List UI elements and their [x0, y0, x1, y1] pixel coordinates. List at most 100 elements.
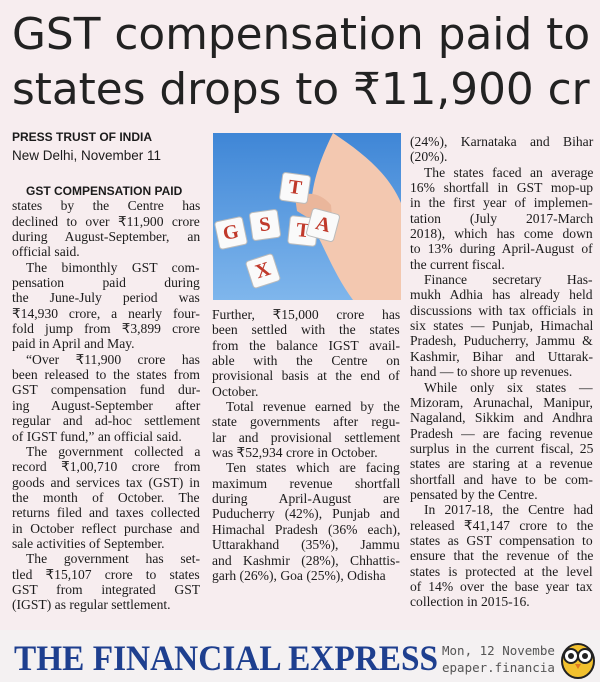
footer — [0, 630, 600, 682]
line-text: Pradesh, Puducherry, Jammu & — [410, 333, 593, 349]
tile-letter: T — [287, 176, 304, 200]
tile: A — [306, 208, 340, 242]
text-line: In 2017-18, the Centre had — [410, 502, 593, 517]
line-text: collection in 2015-16. — [410, 594, 530, 610]
line-text: mukh Adhia has already held — [410, 287, 593, 303]
tile-letter: G — [221, 220, 241, 245]
tile-face — [214, 216, 248, 250]
text-line: able with the Centre on — [212, 353, 400, 368]
line-text: regular and ad-hoc settlement — [12, 413, 201, 429]
text-line: during April-August are — [212, 491, 400, 506]
line-text: garh (26%), Goa (25%), Odisha — [212, 567, 386, 583]
line-text: October. — [212, 383, 259, 399]
text-line: goods and services tax (GST) in — [12, 475, 200, 490]
headline-line: states drops to ₹11,900 cr — [12, 64, 590, 115]
text-line: Puducherry (42%), Punjab and — [212, 506, 400, 521]
tile: G — [214, 216, 248, 250]
text-line: garh (26%), Goa (25%), Odisha — [212, 568, 400, 583]
line-text: GST from integrated GST — [12, 581, 201, 597]
text-line: mukh Adhia has already held — [410, 287, 593, 302]
line-text: been settled with the states — [212, 322, 400, 338]
text-line: Total revenue earned by the — [212, 399, 400, 414]
text-line: GST compensation fund dur- — [12, 382, 200, 397]
text-line: ₹14,930 crore, a nearly four- — [12, 306, 200, 321]
text-line: declined to over ₹11,900 crore — [12, 214, 200, 229]
owl-logo — [561, 643, 595, 679]
line-text: states by the Centre has — [12, 198, 201, 214]
text-line: (20%). — [410, 149, 593, 164]
line-text: states is protected at the level — [410, 563, 593, 579]
line-text: paid in April and May. — [12, 336, 135, 352]
line-text: Total revenue earned by the — [226, 399, 400, 415]
line-text: While only six states — — [424, 379, 593, 395]
text-line: of IGST fund,” an official said. — [12, 429, 200, 444]
hand — [311, 133, 401, 300]
line-text: The government has set- — [26, 551, 201, 567]
text-line: Further, ₹15,000 crore has — [212, 307, 400, 322]
line-text: Himachal Pradesh (36% each), — [212, 521, 401, 537]
line-text: (IGST) as regular settlement. — [12, 597, 171, 613]
text-line: fold jump from ₹3,899 crore — [12, 321, 200, 336]
text-line: October. — [212, 384, 400, 399]
line-text: Ten states which are facing — [226, 460, 400, 476]
line-text: states are staring at a revenue — [410, 456, 593, 472]
line-text: hand — to shore up revenues. — [410, 364, 573, 380]
line-text: The bimonthly GST com- — [26, 259, 200, 275]
line-text: maximum revenue shortfall — [212, 475, 401, 491]
text-line: Pradesh — are facing revenue — [410, 426, 593, 441]
text-line: The government collected a — [12, 444, 200, 459]
text-line: provisional basis at the end of — [212, 368, 400, 383]
tile-letter: S — [258, 213, 272, 236]
text-line: “Over ₹11,900 crore has — [12, 352, 200, 367]
text-line: record ₹1,00,710 crore from — [12, 459, 200, 474]
column: GST COMPENSATION PAIDtostates by the Cen… — [12, 183, 200, 613]
dateline: New Delhi, November 11 — [12, 148, 162, 163]
text-line: returns filed and taxes collected — [12, 505, 200, 520]
line-text: “Over ₹11,900 crore has — [26, 351, 200, 367]
text-line: the current fiscal. — [410, 257, 593, 272]
column: Further, ₹15,000 crore has been settled w… — [212, 307, 400, 583]
tile: T — [279, 172, 311, 204]
line-text: tled ₹15,107 crore to states — [12, 566, 200, 582]
text-line: The states faced an average — [410, 165, 593, 180]
line-text: The states faced an average — [424, 164, 594, 180]
line-text: of IGST fund,” an official said. — [12, 428, 182, 444]
text-line: discussions with tax officials in — [410, 303, 593, 318]
line-text: in the first year of implemen- — [410, 195, 593, 211]
line-text: ensure that the revenue of the — [410, 548, 594, 564]
line-text: the current fiscal. — [410, 256, 505, 272]
text-line: maximum revenue shortfall — [212, 476, 400, 491]
line-text: Puducherry (42%), Punjab and — [212, 506, 400, 522]
text-line: hand — to shore up revenues. — [410, 364, 593, 379]
text-line: the June-July period was — [12, 290, 200, 305]
line-text: pensated by the Centre. — [410, 486, 538, 502]
tile: X — [245, 253, 281, 289]
text-line: states by the Centre has — [12, 198, 200, 213]
line-text: the June-July period was — [12, 290, 200, 306]
line-text: pensation paid during — [12, 275, 200, 291]
text-line: six states — Punjab, Himachal — [410, 318, 593, 333]
line-text: Mizoram, Arunachal, Manipur, — [410, 394, 593, 410]
text-line: ing August-September after — [12, 398, 200, 413]
line-text: official said. — [12, 244, 80, 260]
text-line: shortfall and have to be com- — [410, 472, 593, 487]
text-line: the month of October. The — [12, 490, 200, 505]
text-line: tation (July 2017-March — [410, 211, 593, 226]
text-line: Ten states which are facing — [212, 460, 400, 475]
tile-face — [249, 209, 281, 241]
line-text: ing August-September after — [12, 397, 201, 413]
line-text: Uttarakhand (35%), Jammu — [212, 537, 400, 553]
line-text: in October reflect purchase and — [12, 520, 200, 536]
text-line: states are staring at a revenue — [410, 456, 593, 471]
footer-date: Mon, 12 Novembe — [442, 643, 555, 658]
text-line: sale activities of September. — [12, 536, 200, 551]
line-text: The government collected a — [26, 443, 201, 459]
line-text: provisional basis at the end of — [212, 368, 400, 384]
line-text: was ₹52,934 crore in October. — [212, 445, 378, 461]
line-text: and Kashmir (28%), Chhattis- — [212, 552, 400, 568]
text-line: pensated by the Centre. — [410, 487, 593, 502]
line-text: from the balance IGST avail- — [212, 337, 401, 353]
text-line: The bimonthly GST com- — [12, 260, 200, 275]
line-text: during August-September, an — [12, 229, 201, 245]
